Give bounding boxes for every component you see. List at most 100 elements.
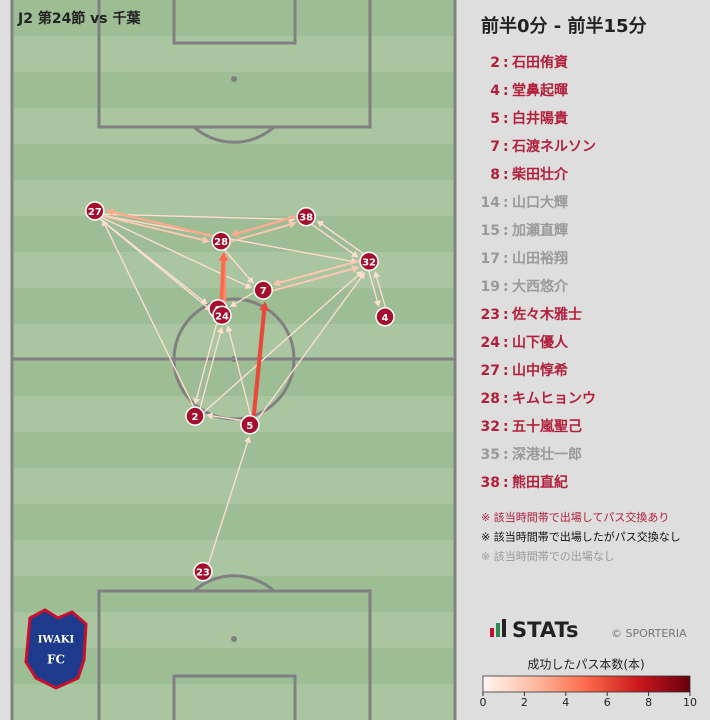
player-number: 5 [246,421,253,432]
player-node [185,406,205,426]
credit: © SPORTERIA [611,627,687,640]
stripe [12,540,455,576]
list-name: 山下優人 [512,334,569,351]
pass-line [232,291,255,306]
list-name: 熊田直紀 [512,474,568,491]
list-separator: : [503,251,509,267]
arrow-head [230,229,240,238]
pass-line [199,330,222,409]
match-title: J2 第24節 vs 千葉 [17,10,142,27]
pass-line [319,222,364,255]
arrow-head [351,265,360,273]
pass-line [103,222,195,408]
arrow-head [106,208,115,217]
list-separator: : [503,307,509,323]
list-separator: : [503,475,509,491]
list-name: キムヒョンウ [512,391,596,407]
arrow-head [102,219,109,227]
stripe [12,252,455,288]
period-title: 前半0分 - 前半15分 [481,15,647,37]
stripe [12,0,455,36]
arrow-head [218,252,228,262]
pass-line [257,274,364,420]
list-number: 7 [490,139,500,155]
list-number: 4 [490,83,500,99]
pass-line [99,218,205,303]
arrow-head [316,220,325,228]
arrow-head [259,301,270,311]
colorbar-tick-label: 4 [562,696,569,709]
arrow-head [200,297,208,305]
pass-line [209,414,242,422]
player-number: 4 [382,313,389,324]
colorbar-tick-label: 0 [480,696,487,709]
list-name: 佐々木雅士 [511,306,582,323]
list-separator: : [503,139,509,155]
pass-line [110,210,214,238]
stripe [12,684,455,720]
pass-line [311,223,356,256]
colorbar [482,675,691,693]
list-number: 38 [481,475,500,491]
list-number: 23 [481,307,500,323]
pass-line [227,328,252,416]
list-number: 32 [481,419,500,435]
stripe [12,180,455,216]
pass-line [234,215,298,236]
list-separator: : [503,447,509,463]
penalty-spot [231,76,237,82]
arrow-head [288,220,297,229]
list-separator: : [503,111,509,127]
stripe [12,36,455,72]
colorbar-tick-label: 10 [683,696,697,709]
arrow-head [373,271,381,279]
list-name: 五十嵐聖己 [512,418,582,435]
list-number: 27 [481,363,500,379]
list-separator: : [503,419,509,435]
pass-line [368,270,379,304]
pass-line [272,267,356,292]
arrow-head [244,436,251,444]
stripe [12,396,455,432]
player-number: 28 [214,237,228,248]
arrow-head [244,282,252,289]
stripe [12,324,455,360]
list-separator: : [503,335,509,351]
pass-line [276,259,360,285]
list-name: 堂鼻起暉 [512,82,568,99]
list-name: 加瀬直輝 [511,222,568,239]
list-name: 白井陽貴 [512,110,568,127]
list-number: 2 [490,55,500,71]
stripe [12,360,455,396]
pass-line [224,249,252,282]
legend-note: ※ 該当時間帯で出場してパス交換あり [481,510,669,524]
pass-line [103,213,292,220]
colorbar-label: 成功したパス本数(本) [527,657,644,672]
list-separator: : [503,279,509,295]
player-number: 27 [88,207,102,218]
list-name: 柴田壮介 [511,166,569,183]
list-number: 17 [481,251,500,267]
arrow-head [355,270,363,278]
arrow-head [193,397,200,405]
list-separator: : [503,363,509,379]
list-number: 15 [481,223,500,239]
pitch-stripes [12,0,455,720]
colorbar-tick-label: 8 [645,696,652,709]
player-node [85,201,105,221]
player-node [212,305,232,326]
pass-line [230,222,293,243]
pass-line [102,215,206,242]
legend-note: ※ 該当時間帯での出場なし [481,549,615,563]
arrow-head [273,278,281,287]
player-node [375,307,395,327]
list-separator: : [503,391,509,407]
colorbar-tick-label: 6 [604,696,611,709]
list-number: 19 [481,279,500,295]
list-number: 14 [481,195,501,211]
list-name: 大西悠介 [512,278,569,295]
player-number: 32 [362,257,376,268]
list-name: 石渡ネルソン [511,138,596,155]
